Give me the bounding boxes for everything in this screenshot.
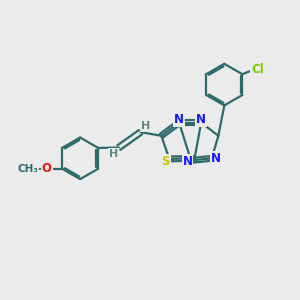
Text: N: N xyxy=(211,152,221,165)
Text: N: N xyxy=(196,113,206,126)
Text: Cl: Cl xyxy=(251,63,264,76)
Text: CH₃: CH₃ xyxy=(17,164,38,174)
Text: H: H xyxy=(141,121,151,130)
Text: N: N xyxy=(182,155,193,168)
Text: S: S xyxy=(161,155,170,168)
Text: O: O xyxy=(42,162,52,175)
Text: N: N xyxy=(174,113,184,126)
Text: H: H xyxy=(109,149,118,159)
